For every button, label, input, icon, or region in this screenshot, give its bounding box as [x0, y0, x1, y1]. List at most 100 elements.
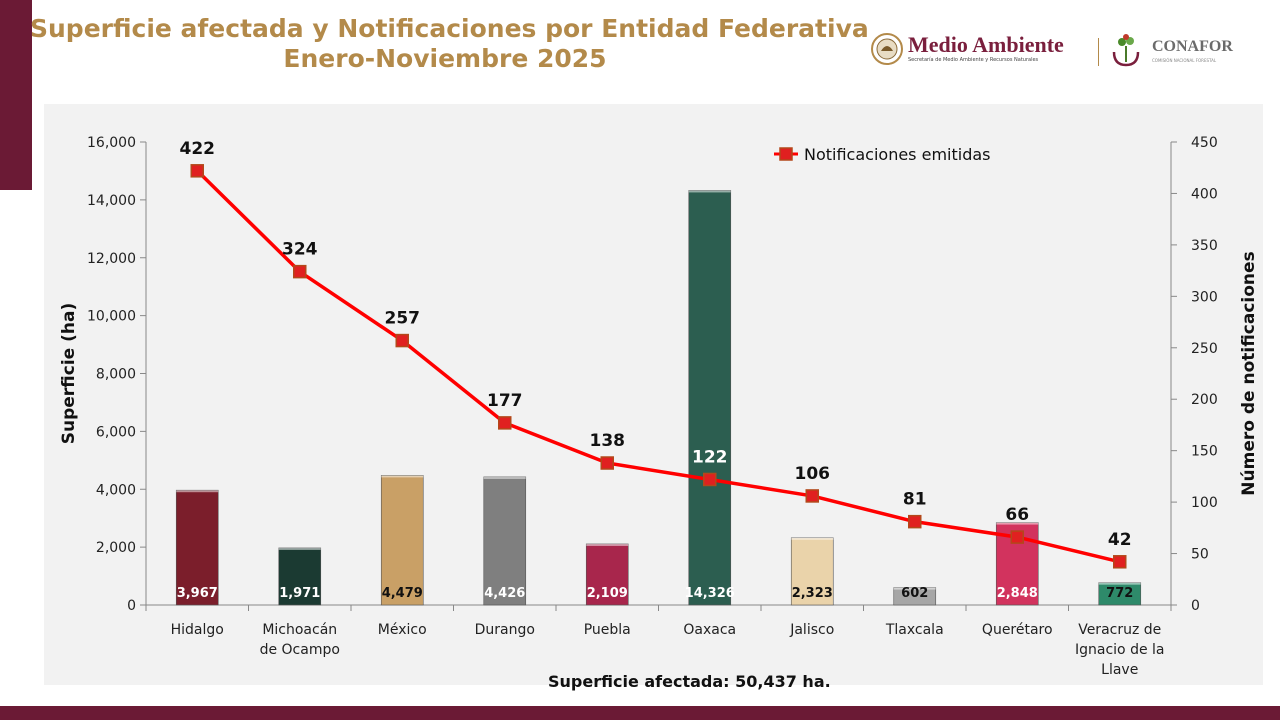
bar-highlight [688, 190, 731, 193]
bar [278, 547, 322, 606]
bar-value-label: 2,109 [587, 586, 628, 601]
logo-divider [1098, 38, 1099, 66]
left-tick-label: 12,000 [87, 251, 136, 267]
left-tick-label: 16,000 [87, 135, 136, 151]
right-tick-label: 50 [1191, 547, 1209, 563]
category-label: Querétaro [982, 622, 1053, 638]
medio-ambiente-logo: Medio Ambiente [908, 32, 1064, 57]
line-marker [190, 164, 204, 178]
line-value-label: 42 [1108, 530, 1132, 550]
page-title: Superficie afectada y Notificaciones por… [30, 14, 869, 74]
line-marker [498, 416, 512, 430]
category-label: Veracruz de [1078, 622, 1161, 638]
bar-highlight [381, 475, 424, 478]
bar-value-label: 14,326 [685, 586, 735, 601]
category-label: de Ocampo [260, 642, 340, 658]
bar [585, 543, 629, 606]
line-value-label: 324 [282, 240, 318, 260]
title-line-2: Enero-Noviembre 2025 [283, 44, 607, 73]
bar-value-label: 772 [1106, 586, 1133, 601]
category-label: Tlaxcala [885, 622, 944, 638]
line-marker [1113, 555, 1127, 569]
line-marker [805, 489, 819, 503]
left-tick-label: 8,000 [96, 367, 136, 383]
bar [380, 475, 424, 606]
left-tick-label: 14,000 [87, 193, 136, 209]
line-value-label: 138 [590, 431, 626, 451]
line-marker [1010, 530, 1024, 544]
right-tick-label: 200 [1191, 392, 1218, 408]
bar [790, 537, 834, 606]
right-tick-label: 250 [1191, 341, 1218, 357]
bar-value-label: 2,323 [792, 586, 833, 601]
right-tick-label: 300 [1191, 289, 1218, 305]
line-marker [908, 514, 922, 529]
category-label: Jalisco [789, 622, 834, 638]
line-value-label: 66 [1005, 505, 1029, 525]
left-axis-title: Superficie (ha) [59, 303, 79, 445]
line-value-label: 81 [903, 490, 927, 510]
right-tick-label: 150 [1191, 444, 1218, 460]
bar-value-label: 1,971 [279, 586, 320, 601]
bar-highlight [586, 543, 629, 546]
bar [893, 587, 937, 606]
category-label: Puebla [584, 622, 631, 638]
conafor-tree-icon [1112, 34, 1140, 67]
total-area-label: Superficie afectada: 50,437 ha. [548, 672, 831, 691]
category-label: Hidalgo [171, 622, 224, 638]
left-tick-label: 2,000 [96, 540, 136, 556]
bar-value-label: 3,967 [177, 586, 218, 601]
conafor-subtitle: COMISIÓN NACIONAL FORESTAL [1152, 58, 1217, 63]
bar [483, 476, 527, 606]
line-marker [600, 456, 614, 470]
bar-highlight [791, 537, 834, 540]
right-tick-label: 400 [1191, 186, 1218, 202]
category-label: Durango [475, 622, 535, 638]
bar-value-label: 4,426 [484, 586, 525, 601]
bottom-brand-band [0, 706, 1280, 720]
line-value-label: 257 [385, 309, 421, 329]
right-tick-label: 450 [1191, 135, 1218, 151]
line-marker [293, 264, 307, 279]
bar-highlight [996, 522, 1039, 525]
legend-label: Notificaciones emitidas [804, 145, 990, 164]
line-marker [395, 333, 409, 348]
combo-chart: 0 2,000 4,000 6,000 8,000 10,000 12,000 14,000 1… [59, 135, 1259, 678]
category-label: Ignacio de la [1075, 642, 1165, 658]
notifications-line [196, 169, 1121, 564]
category-label: Oaxaca [683, 622, 736, 638]
title-line-1: Superficie afectada y Notificaciones por… [30, 14, 869, 43]
category-label: Michoacán [262, 622, 337, 638]
bar-value-label: 2,848 [997, 586, 1038, 601]
left-accent-bar [0, 0, 32, 190]
line-value-label: 122 [692, 447, 728, 467]
left-tick-label: 4,000 [96, 482, 136, 498]
national-seal-icon [871, 33, 903, 65]
left-tick-label: 10,000 [87, 309, 136, 325]
category-label: Llave [1101, 662, 1138, 678]
bar [175, 489, 219, 606]
bar [688, 190, 732, 606]
bar-highlight [893, 587, 936, 590]
left-tick-label: 0 [127, 598, 136, 614]
right-tick-label: 100 [1191, 495, 1218, 511]
line-value-label: 422 [180, 139, 216, 159]
category-label: México [378, 622, 427, 638]
bar-value-label: 4,479 [382, 586, 423, 601]
bar-highlight [278, 547, 321, 550]
bar-value-label: 602 [901, 586, 928, 601]
bar-highlight [483, 476, 526, 479]
left-tick-label: 6,000 [96, 424, 136, 440]
right-tick-label: 350 [1191, 238, 1218, 254]
line-marker [703, 472, 717, 487]
line-value-label: 177 [487, 391, 523, 411]
right-tick-label: 0 [1191, 598, 1200, 614]
bar-highlight [1098, 582, 1141, 585]
medio-ambiente-subtitle: Secretaría de Medio Ambiente y Recursos … [908, 57, 1039, 63]
bar-highlight [176, 490, 219, 493]
chart-panel: 0 2,000 4,000 6,000 8,000 10,000 12,000 14,000 1… [44, 104, 1263, 685]
legend-marker-swatch [779, 147, 793, 161]
conafor-logo: CONAFOR [1152, 38, 1233, 55]
right-axis-title: Número de notificaciones [1239, 251, 1259, 495]
logos: Medio Ambiente Secretaría de Medio Ambie… [870, 30, 1250, 70]
